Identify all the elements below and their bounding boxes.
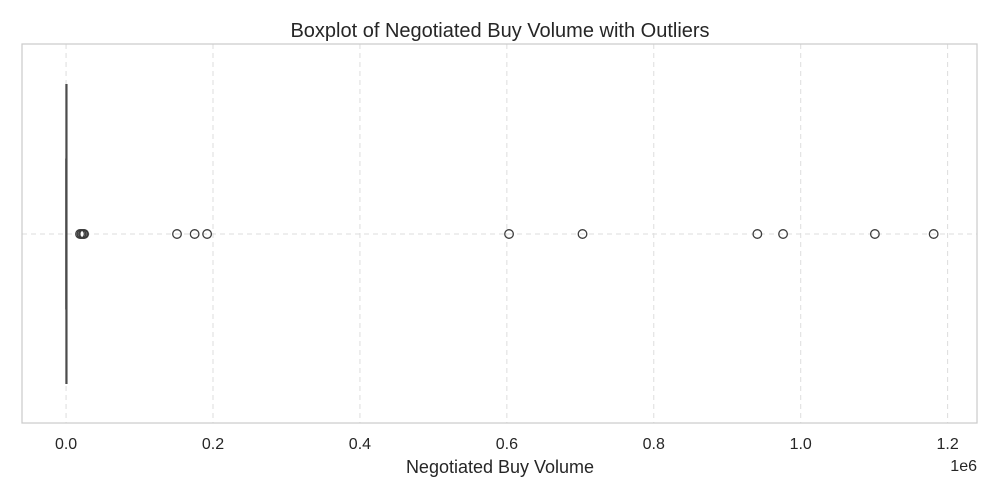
x-tick-label: 1.2 [936, 436, 958, 453]
x-tick-labels: 0.0 0.2 0.4 0.6 0.8 1.0 1.2 [55, 436, 959, 453]
x-axis-multiplier: 1e6 [950, 458, 977, 475]
outlier-point [504, 229, 515, 239]
x-tick-label: 0.8 [643, 436, 665, 453]
outlier-point [869, 229, 880, 239]
chart-title: Boxplot of Negotiated Buy Volume with Ou… [290, 20, 709, 42]
x-tick-label: 0.6 [496, 436, 518, 453]
outlier-layer [75, 229, 939, 239]
outlier-point [577, 229, 588, 239]
box-layer [65, 84, 68, 384]
x-axis-label: Negotiated Buy Volume [406, 457, 594, 477]
x-tick-label: 0.0 [55, 436, 77, 453]
plot-frame [21, 43, 978, 424]
outlier-point [189, 229, 200, 239]
outlier-point [928, 229, 939, 239]
x-tick-label: 0.4 [349, 436, 371, 453]
outlier-point [79, 229, 90, 239]
x-tick-label: 0.2 [202, 436, 224, 453]
outlier-point [752, 229, 763, 239]
x-tick-label: 1.0 [790, 436, 812, 453]
outlier-point [202, 229, 213, 239]
grid-layer [22, 44, 977, 423]
outlier-point [172, 229, 182, 239]
outlier-point [778, 229, 789, 239]
